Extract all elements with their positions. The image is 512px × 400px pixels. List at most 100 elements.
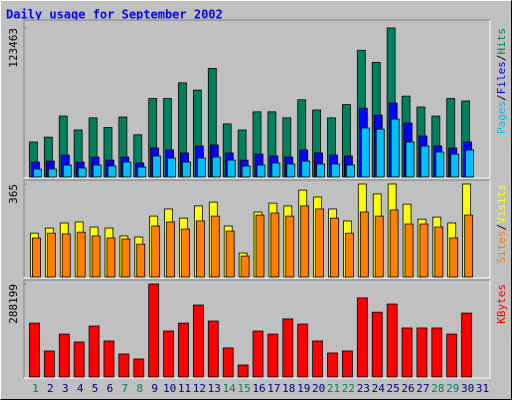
x-tick-label: 5 bbox=[92, 382, 99, 395]
bar bbox=[106, 237, 116, 278]
bar bbox=[267, 333, 279, 378]
plot-border bbox=[24, 180, 491, 279]
bar bbox=[133, 358, 145, 378]
plot-border bbox=[24, 280, 491, 379]
bar bbox=[46, 232, 56, 278]
bar bbox=[465, 149, 475, 178]
plot-border bbox=[23, 19, 490, 178]
bar bbox=[449, 237, 459, 278]
bar bbox=[121, 238, 131, 278]
x-tick-label: 16 bbox=[252, 382, 265, 395]
legend-separator: / bbox=[495, 94, 508, 101]
bar bbox=[211, 156, 221, 178]
bar bbox=[196, 157, 206, 178]
bar bbox=[342, 350, 353, 378]
bar bbox=[435, 151, 445, 178]
bar bbox=[91, 235, 101, 278]
bar bbox=[282, 318, 294, 378]
bar bbox=[62, 164, 72, 178]
bar bbox=[88, 325, 100, 378]
plot-border bbox=[23, 179, 490, 278]
bar bbox=[404, 223, 414, 278]
bar bbox=[374, 215, 384, 278]
x-tick-label: 23 bbox=[357, 382, 370, 395]
bar bbox=[359, 211, 369, 278]
bar bbox=[92, 164, 102, 178]
x-tick-label: 1 bbox=[32, 382, 39, 395]
bar bbox=[315, 208, 325, 278]
bar bbox=[419, 223, 429, 278]
legend-separator: / bbox=[495, 55, 508, 62]
plot-border bbox=[24, 20, 491, 179]
x-tick-label: 25 bbox=[387, 382, 400, 395]
bar bbox=[346, 164, 355, 178]
bar bbox=[240, 255, 250, 278]
y-tick-label: 288199 bbox=[7, 284, 20, 324]
bar bbox=[434, 226, 444, 278]
bar bbox=[450, 153, 460, 178]
x-tick-label: 6 bbox=[107, 382, 114, 395]
bar bbox=[47, 168, 57, 178]
bar bbox=[356, 297, 368, 378]
bar bbox=[210, 215, 220, 278]
bar bbox=[255, 214, 265, 278]
y-tick-label: 365 bbox=[7, 184, 20, 204]
x-tick-label: 29 bbox=[446, 382, 459, 395]
x-tick-label: 19 bbox=[297, 382, 310, 395]
x-tick-label: 21 bbox=[327, 382, 340, 395]
bar bbox=[136, 243, 146, 278]
plot-border bbox=[23, 279, 490, 378]
bar bbox=[431, 327, 443, 378]
bar bbox=[118, 353, 130, 378]
bar bbox=[386, 303, 398, 378]
bar bbox=[167, 157, 176, 178]
bar bbox=[331, 163, 340, 178]
x-tick-label: 22 bbox=[342, 382, 355, 395]
bar bbox=[207, 320, 219, 378]
bar bbox=[32, 237, 41, 278]
bar bbox=[107, 165, 117, 178]
bar bbox=[371, 311, 383, 378]
x-tick-label: 3 bbox=[62, 382, 69, 395]
x-tick-label: 27 bbox=[416, 382, 429, 395]
bar bbox=[446, 333, 458, 378]
x-tick-label: 15 bbox=[237, 382, 250, 395]
x-tick-label: 13 bbox=[208, 382, 221, 395]
bar bbox=[375, 128, 385, 178]
bar bbox=[420, 145, 430, 178]
bar bbox=[181, 228, 190, 278]
bar bbox=[312, 340, 324, 378]
bar bbox=[192, 304, 204, 378]
x-tick-label: 28 bbox=[431, 382, 444, 395]
bar bbox=[148, 283, 160, 378]
bar bbox=[77, 167, 87, 178]
bar bbox=[345, 232, 354, 278]
bar bbox=[182, 161, 191, 178]
bar bbox=[33, 168, 42, 178]
legend: KBytes bbox=[495, 284, 508, 324]
bar bbox=[61, 233, 71, 278]
bar bbox=[76, 231, 86, 278]
bar bbox=[222, 347, 234, 378]
bar bbox=[58, 333, 70, 378]
chart-title: Daily usage for September 2002 bbox=[6, 8, 223, 22]
bar bbox=[405, 141, 415, 178]
bar bbox=[166, 221, 175, 278]
x-tick-label: 31 bbox=[476, 382, 489, 395]
bar bbox=[137, 166, 147, 178]
legend: Sites/Visits bbox=[495, 184, 508, 264]
bar bbox=[301, 160, 311, 178]
x-tick-label: 8 bbox=[136, 382, 143, 395]
x-tick-label: 30 bbox=[461, 382, 474, 395]
bar bbox=[237, 364, 249, 378]
bar bbox=[103, 340, 115, 378]
bar bbox=[390, 118, 400, 178]
legend-entry: Pages bbox=[495, 101, 508, 134]
bar bbox=[43, 350, 55, 378]
bar bbox=[327, 352, 338, 378]
bar bbox=[241, 165, 251, 178]
bar bbox=[271, 162, 281, 178]
bar bbox=[285, 215, 295, 278]
bar bbox=[286, 163, 296, 178]
